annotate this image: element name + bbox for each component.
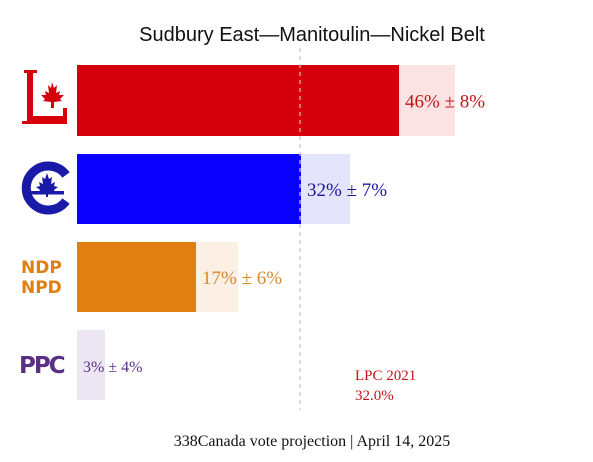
conservative-logo-icon: [21, 161, 70, 215]
ndp-logo-icon: NDP NPD: [21, 258, 62, 298]
bar-lpc: [77, 65, 399, 136]
value-label-lpc: 46% ± 8%: [405, 92, 485, 113]
chart-footer: 338Canada vote projection | April 14, 20…: [174, 433, 450, 450]
reference-label-line1: LPC 2021: [355, 368, 416, 384]
value-label-cpc: 32% ± 7%: [307, 180, 387, 201]
svg-text:NDP: NDP: [21, 258, 62, 278]
value-label-ppc: 3% ± 4%: [83, 359, 142, 376]
reference-label-line2: 32.0%: [355, 388, 394, 404]
error-band-ppc: [77, 330, 105, 400]
value-label-ndp: 17% ± 6%: [202, 268, 282, 289]
bar-ndp: [77, 242, 196, 312]
value-labels: 46% ± 8% 32% ± 7% 17% ± 6% 3% ± 4%: [83, 92, 485, 377]
chart-title: Sudbury East—Manitoulin—Nickel Belt: [139, 24, 485, 46]
svg-text:NPD: NPD: [21, 278, 62, 298]
bar-cpc: [77, 154, 301, 224]
svg-text:PPC: PPC: [19, 353, 65, 379]
bars: [77, 65, 399, 312]
liberal-logo-icon: [22, 70, 67, 124]
ppc-logo-icon: PPC: [19, 353, 67, 379]
